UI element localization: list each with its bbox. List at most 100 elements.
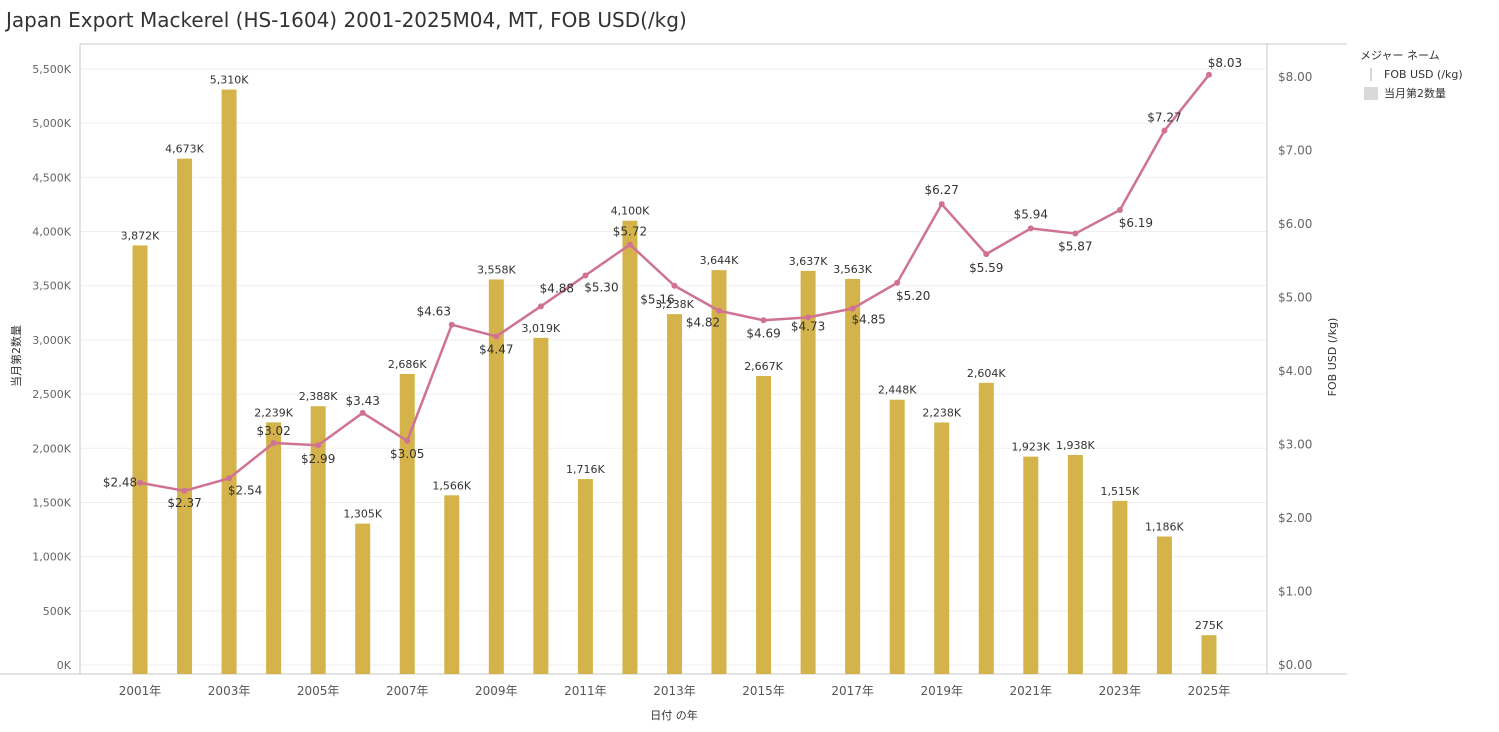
bar (845, 278, 861, 674)
line-point (226, 475, 233, 482)
bar-label: 4,100K (611, 205, 650, 218)
x-tick-label: 2003年 (208, 684, 251, 698)
bar-label: 3,238K (655, 298, 694, 311)
x-tick-label: 2021年 (1010, 684, 1053, 698)
x-tick-label: 2001年 (119, 684, 162, 698)
bar-label: 4,673K (165, 143, 204, 156)
bar (800, 270, 816, 674)
line-label: $5.30 (584, 280, 618, 294)
x-tick-label: 2009年 (475, 684, 518, 698)
bar-label: 2,686K (388, 358, 427, 371)
line-point (270, 440, 277, 447)
bar-label: 2,239K (254, 406, 293, 419)
bar (310, 406, 326, 674)
x-tick-label: 2023年 (1099, 684, 1142, 698)
legend-item-fob[interactable]: FOB USD (/kg) (1364, 68, 1463, 81)
bar-label: 3,558K (477, 263, 516, 276)
bar (666, 314, 682, 674)
line-points (137, 71, 1212, 494)
right-tick-label: $5.00 (1278, 291, 1312, 305)
line-point (315, 442, 322, 449)
line-label: $4.63 (417, 305, 451, 319)
chart-title: Japan Export Mackerel (HS-1604) 2001-202… (6, 8, 687, 32)
x-tick-label: 2011年 (564, 684, 607, 698)
bar (221, 89, 237, 674)
bar (488, 279, 504, 674)
line-point (137, 479, 143, 486)
bar-label: 3,637K (789, 255, 828, 268)
line-label: $5.59 (969, 261, 1003, 275)
bar (1156, 536, 1172, 674)
bar-label: 2,667K (744, 360, 783, 373)
legend: メジャー ネーム FOB USD (/kg) 当月第2数量 (1360, 47, 1463, 105)
line-point (626, 241, 633, 248)
line-label: $4.47 (479, 342, 513, 356)
bar (1201, 635, 1217, 674)
line-point (404, 437, 411, 444)
x-tick-label: 2007年 (386, 684, 429, 698)
bar (756, 375, 772, 674)
bar (1112, 500, 1128, 674)
line-point (1072, 230, 1079, 237)
line-point (983, 251, 990, 258)
line-label: $3.02 (256, 424, 290, 438)
bar-label: 1,305K (343, 508, 382, 521)
line-label: $3.43 (346, 394, 380, 408)
bar (978, 382, 994, 674)
bars (132, 89, 1217, 675)
legend-line-swatch (1370, 68, 1372, 81)
bar-label: 3,872K (121, 229, 160, 242)
legend-item-quantity[interactable]: 当月第2数量 (1364, 85, 1463, 101)
left-tick-label: 3,500K (32, 280, 71, 293)
right-axis-title: FOB USD (/kg) (1326, 318, 1339, 397)
bar (1023, 456, 1039, 674)
bar (889, 399, 905, 674)
bar-label: 2,388K (299, 390, 338, 403)
bar-labels: 3,872K 4,673K 5,310K 2,239K 2,388K 1,305K 2,68… (121, 74, 1224, 633)
line-label: $8.03 (1208, 56, 1242, 70)
bar (355, 523, 371, 674)
bar-label: 3,019K (522, 322, 561, 335)
x-tick-label: 2025年 (1188, 684, 1231, 698)
bar (577, 479, 593, 674)
line-label: $5.16 (640, 293, 674, 307)
right-tick-label: $4.00 (1278, 364, 1312, 378)
line-label: $5.94 (1014, 207, 1048, 221)
line-point (537, 303, 544, 310)
line-point (760, 317, 767, 324)
x-tick-label: 2017年 (831, 684, 874, 698)
bar (132, 245, 148, 674)
left-tick-label: 500K (43, 605, 72, 618)
bar (934, 422, 950, 674)
left-tick-label: 0K (57, 659, 72, 672)
bar (177, 158, 193, 675)
bar (533, 337, 549, 674)
left-axis-title: 当月第2数量 (9, 325, 23, 387)
line-point (1161, 127, 1168, 134)
line-point (671, 282, 678, 289)
bar-label: 1,716K (566, 463, 605, 476)
right-tick-label: $7.00 (1278, 144, 1312, 158)
right-tick-label: $1.00 (1278, 585, 1312, 599)
left-tick-label: 1,500K (32, 496, 71, 509)
line-point (448, 321, 455, 328)
right-tick-label: $0.00 (1278, 658, 1312, 672)
line-point (582, 272, 589, 279)
legend-label-fob: FOB USD (/kg) (1384, 68, 1463, 81)
left-tick-label: 3,000K (32, 334, 71, 347)
bar-label: 5,310K (210, 74, 249, 87)
line-label: $4.88 (540, 281, 574, 295)
bar (444, 495, 460, 674)
line-label: $6.19 (1119, 216, 1153, 230)
bar (1067, 454, 1083, 674)
right-tick-label: $6.00 (1278, 217, 1312, 231)
legend-title: メジャー ネーム (1360, 49, 1440, 62)
bar-label: 1,923K (1011, 441, 1050, 454)
bar-label: 1,938K (1056, 439, 1095, 452)
bar-label: 275K (1195, 619, 1224, 632)
legend-label-quantity: 当月第2数量 (1384, 87, 1446, 100)
line-label: $2.37 (167, 496, 201, 510)
bar-label: 2,604K (967, 367, 1006, 380)
bar-label: 1,186K (1145, 520, 1184, 533)
